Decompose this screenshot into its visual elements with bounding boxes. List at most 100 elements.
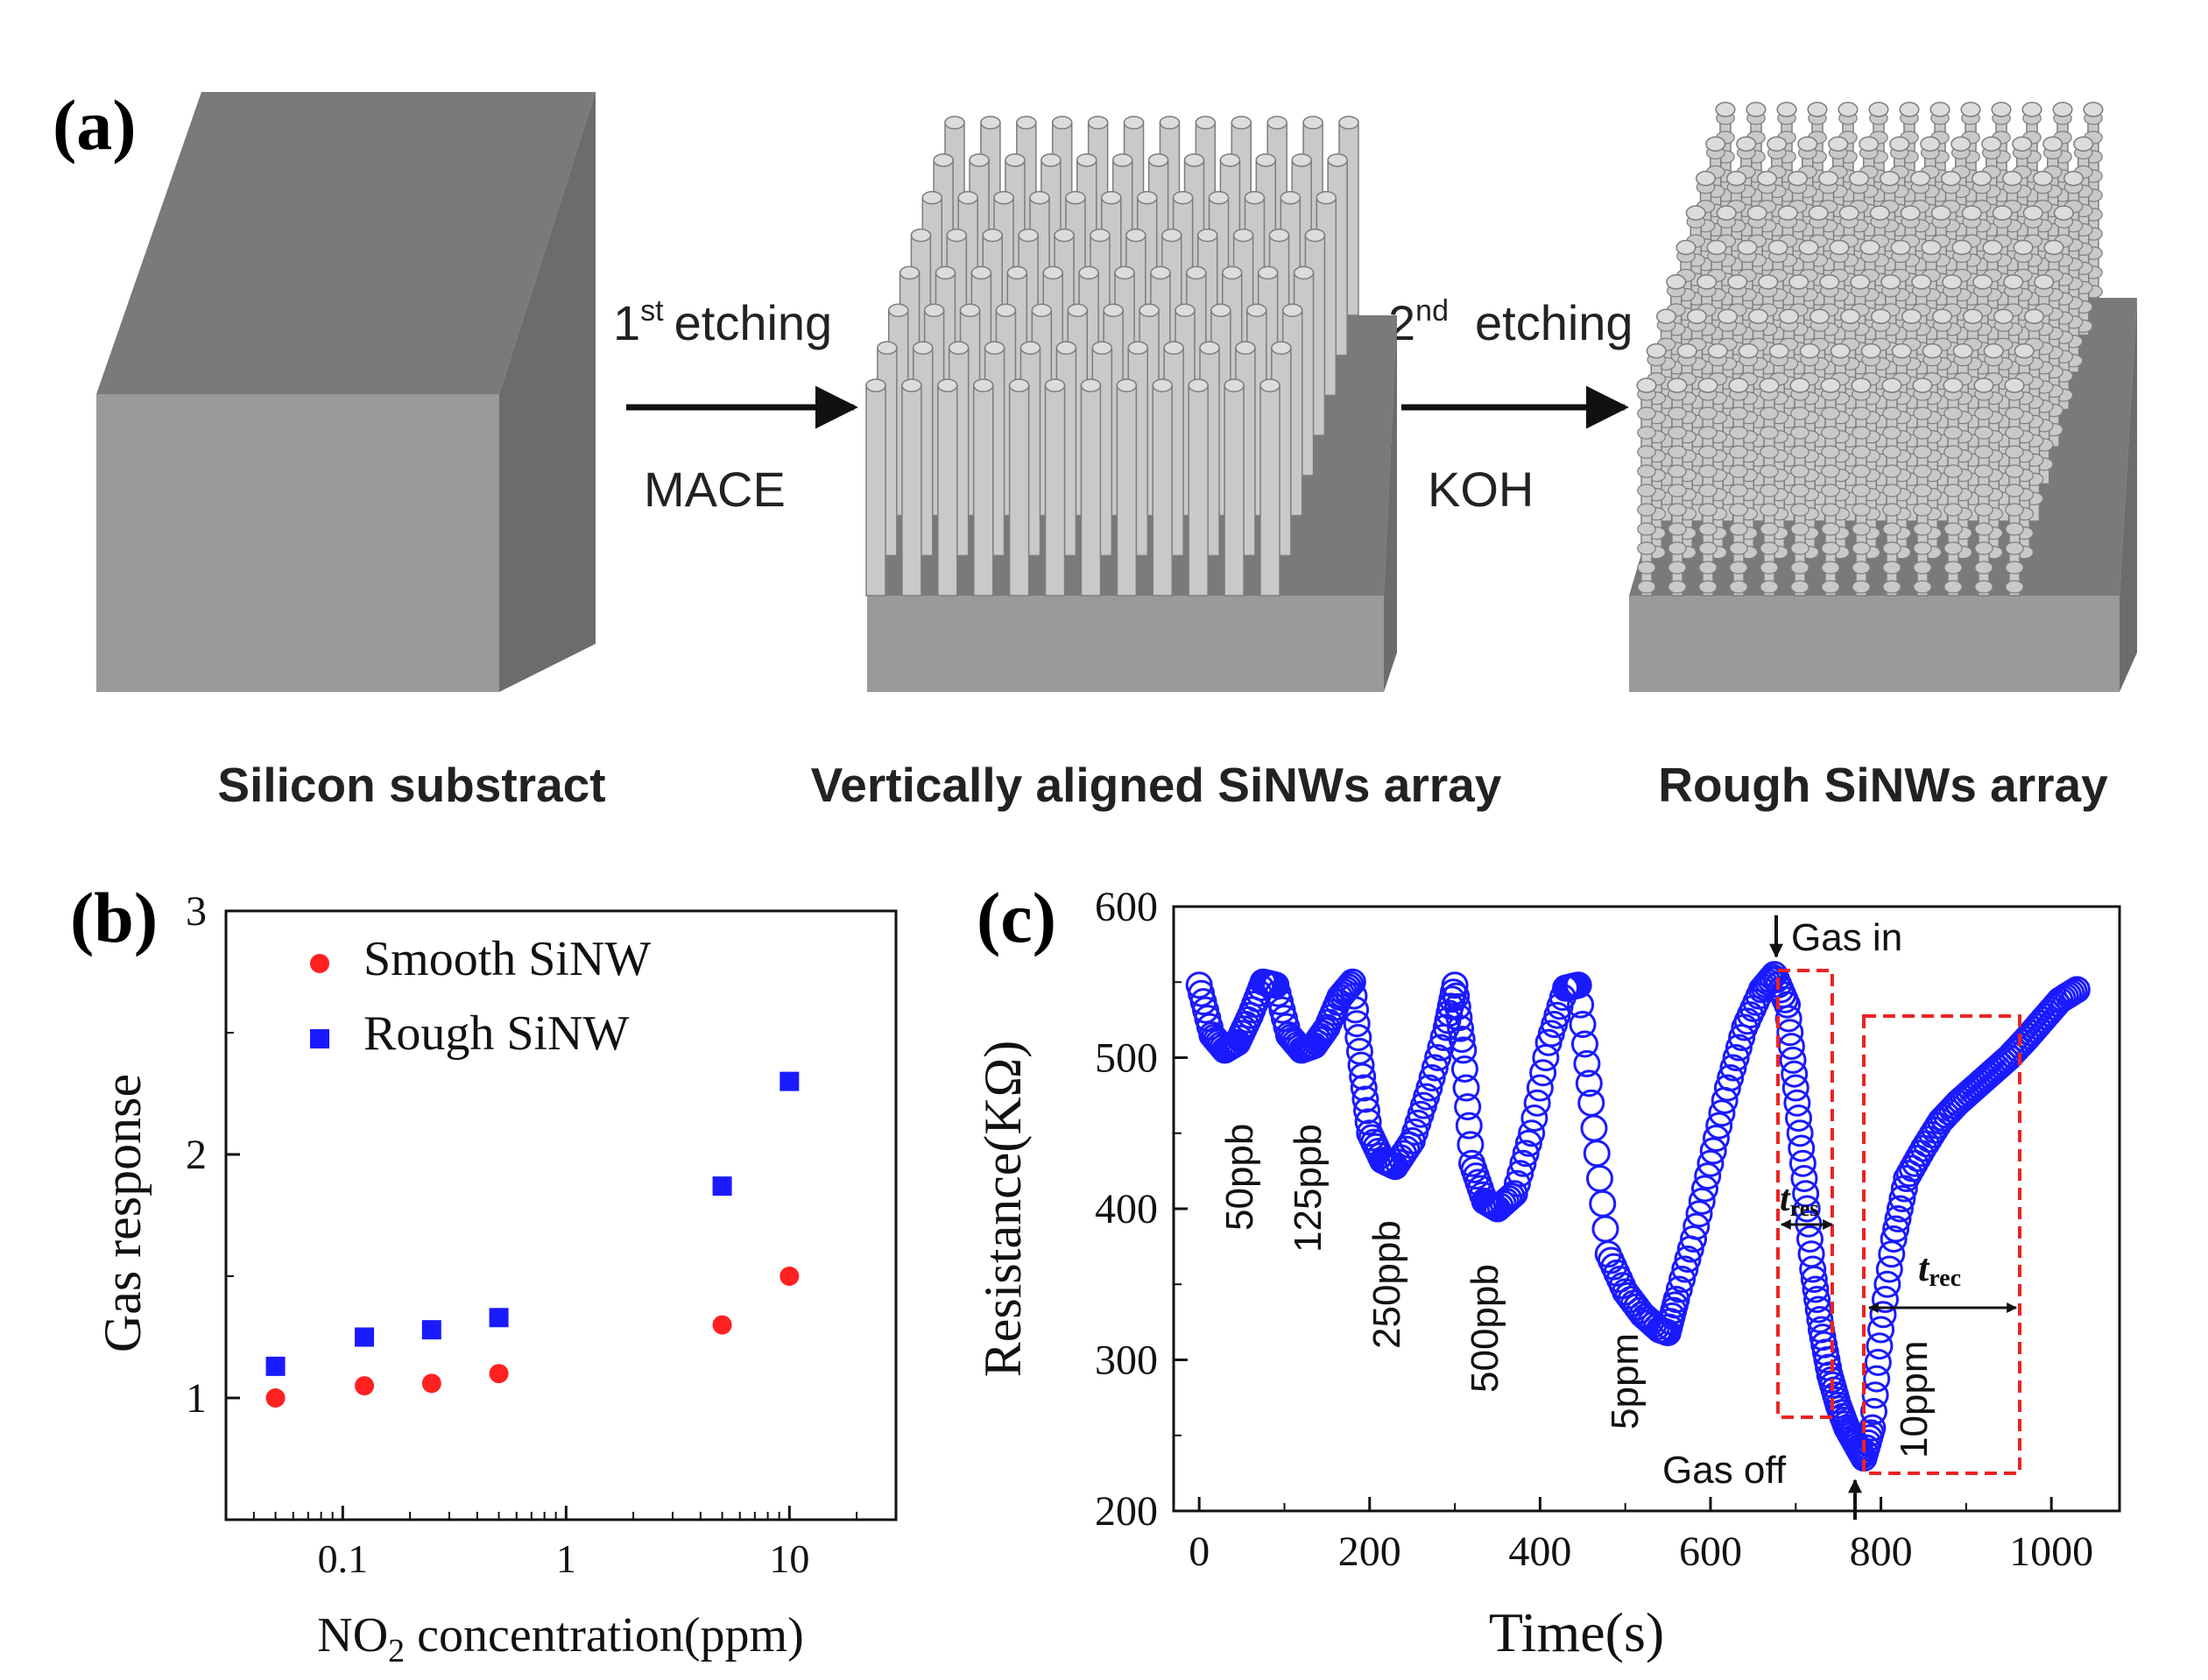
y-tick-label: 2 [186,1132,207,1178]
resistance-point [1495,1185,1523,1212]
resistance-point [1725,1034,1753,1062]
resistance-point [1455,1112,1483,1140]
caption-rough-sinws: Rough SiNWs array [1658,758,2108,812]
nanowire [901,378,922,596]
resistance-point [1869,1301,1897,1329]
nanowire [1820,378,1841,596]
resistance-point [1867,1316,1895,1344]
smooth-sinw-point [421,1373,441,1394]
resistance-point [1806,1306,1834,1333]
resistance-point [1580,1114,1608,1142]
resistance-point [1880,1225,1908,1253]
resistance-point [1873,1270,1901,1298]
resistance-point [1353,1097,1381,1125]
rough-sinw-point [780,1071,800,1091]
resistance-point [1788,1134,1816,1162]
resistance-point [1802,1275,1830,1303]
response-time-box [1776,969,1834,1419]
resistance-point [1418,1064,1446,1091]
resistance-point [1340,982,1368,1010]
resistance-point [1803,1286,1831,1313]
panel-a-schematic: (a) 1st etching MACE 2nd etching KOH [53,85,2137,812]
resistance-point [1421,1054,1449,1082]
resistance-point [1343,1010,1371,1038]
nanowire [1188,378,1209,596]
nanowire [1116,378,1138,596]
nanowire [1152,378,1174,596]
resistance-point [1888,1185,1916,1212]
resistance-point [1866,1332,1894,1360]
koh-label: KOH [1428,462,1534,517]
resistance-point [1447,1014,1475,1042]
panel-b-legend: Smooth SiNW Rough SiNW [310,932,651,1061]
nanowire [2043,239,2064,448]
y-tick-label: 1 [186,1375,207,1422]
conc-label-250ppb: 250ppb [1365,1220,1408,1349]
panel-b-data-points [265,1071,800,1408]
resistance-point [1424,1044,1452,1071]
panel-a-label: (a) [53,85,137,165]
resistance-point [1585,1165,1613,1192]
resistance-point [1349,1062,1377,1091]
nanowire [937,378,958,596]
nanowire [1912,378,1933,596]
resistance-point [1800,1266,1828,1293]
panel-b-label: (b) [70,878,158,957]
resistance-point [1781,1060,1809,1088]
array-base-front [867,596,1384,692]
resistance-point [1570,1030,1598,1058]
rough-sinw-point [489,1308,509,1328]
rough-sinw-point [421,1320,441,1340]
resistance-point [1393,1135,1421,1163]
resistance-point [1671,1255,1699,1283]
smooth-sinw-point [712,1315,732,1335]
resistance-point [1567,991,1595,1019]
conc-label-500ppb: 500ppb [1464,1264,1506,1393]
resistance-point [1680,1225,1708,1253]
legend-smooth-marker [310,954,329,973]
smooth-nanowire-forest [865,116,1359,596]
nanowire [1973,378,1994,596]
y-tick-label: 500 [1095,1035,1158,1082]
resistance-point [1350,1074,1378,1102]
substrate-side-face [499,92,596,692]
resistance-point [1529,1059,1557,1087]
resistance-point [1503,1169,1531,1197]
legend-rough-marker [310,1029,329,1048]
legend-smooth-label: Smooth SiNW [363,932,651,986]
smooth-sinw-point [489,1364,509,1384]
resistance-point [1518,1119,1546,1147]
rough-sinw-array [1629,102,2137,692]
gas-off-label: Gas off [1662,1449,1787,1492]
resistance-point [1878,1240,1906,1268]
resistance-point [1861,1381,1889,1409]
resistance-point [1454,1093,1482,1121]
resistance-point [1668,1266,1697,1293]
resistance-point [1591,1215,1619,1243]
resistance-point [1575,1069,1603,1098]
nanowire [1697,378,1718,596]
x-tick-label: 0 [1189,1528,1210,1575]
rough-sinw-point [355,1327,375,1347]
conc-label-5ppm: 5ppm [1604,1333,1647,1429]
array-base-side [1384,315,1397,692]
resistance-point [1512,1140,1540,1168]
nanowire [1667,378,1688,596]
resistance-point [1859,1397,1887,1425]
resistance-point [1564,971,1592,999]
panel-b-ylabel: Gas response [94,1074,152,1352]
resistance-point [1776,1019,1804,1047]
y-tick-label: 400 [1095,1186,1158,1232]
resistance-point [1685,1200,1713,1228]
x-tick-label: 10 [769,1536,809,1581]
silicon-substrate-block [96,92,596,692]
panel-c-data-points [1185,961,2091,1472]
resistance-point [1694,1162,1722,1190]
rough-array-base-side [2120,298,2137,692]
x-tick-label: 400 [1508,1528,1571,1575]
resistance-point [1688,1187,1716,1215]
second-etching-step: 2nd etching KOH [1388,294,1633,517]
vertical-sinw-array [865,116,1397,692]
resistance-point [1674,1246,1702,1273]
